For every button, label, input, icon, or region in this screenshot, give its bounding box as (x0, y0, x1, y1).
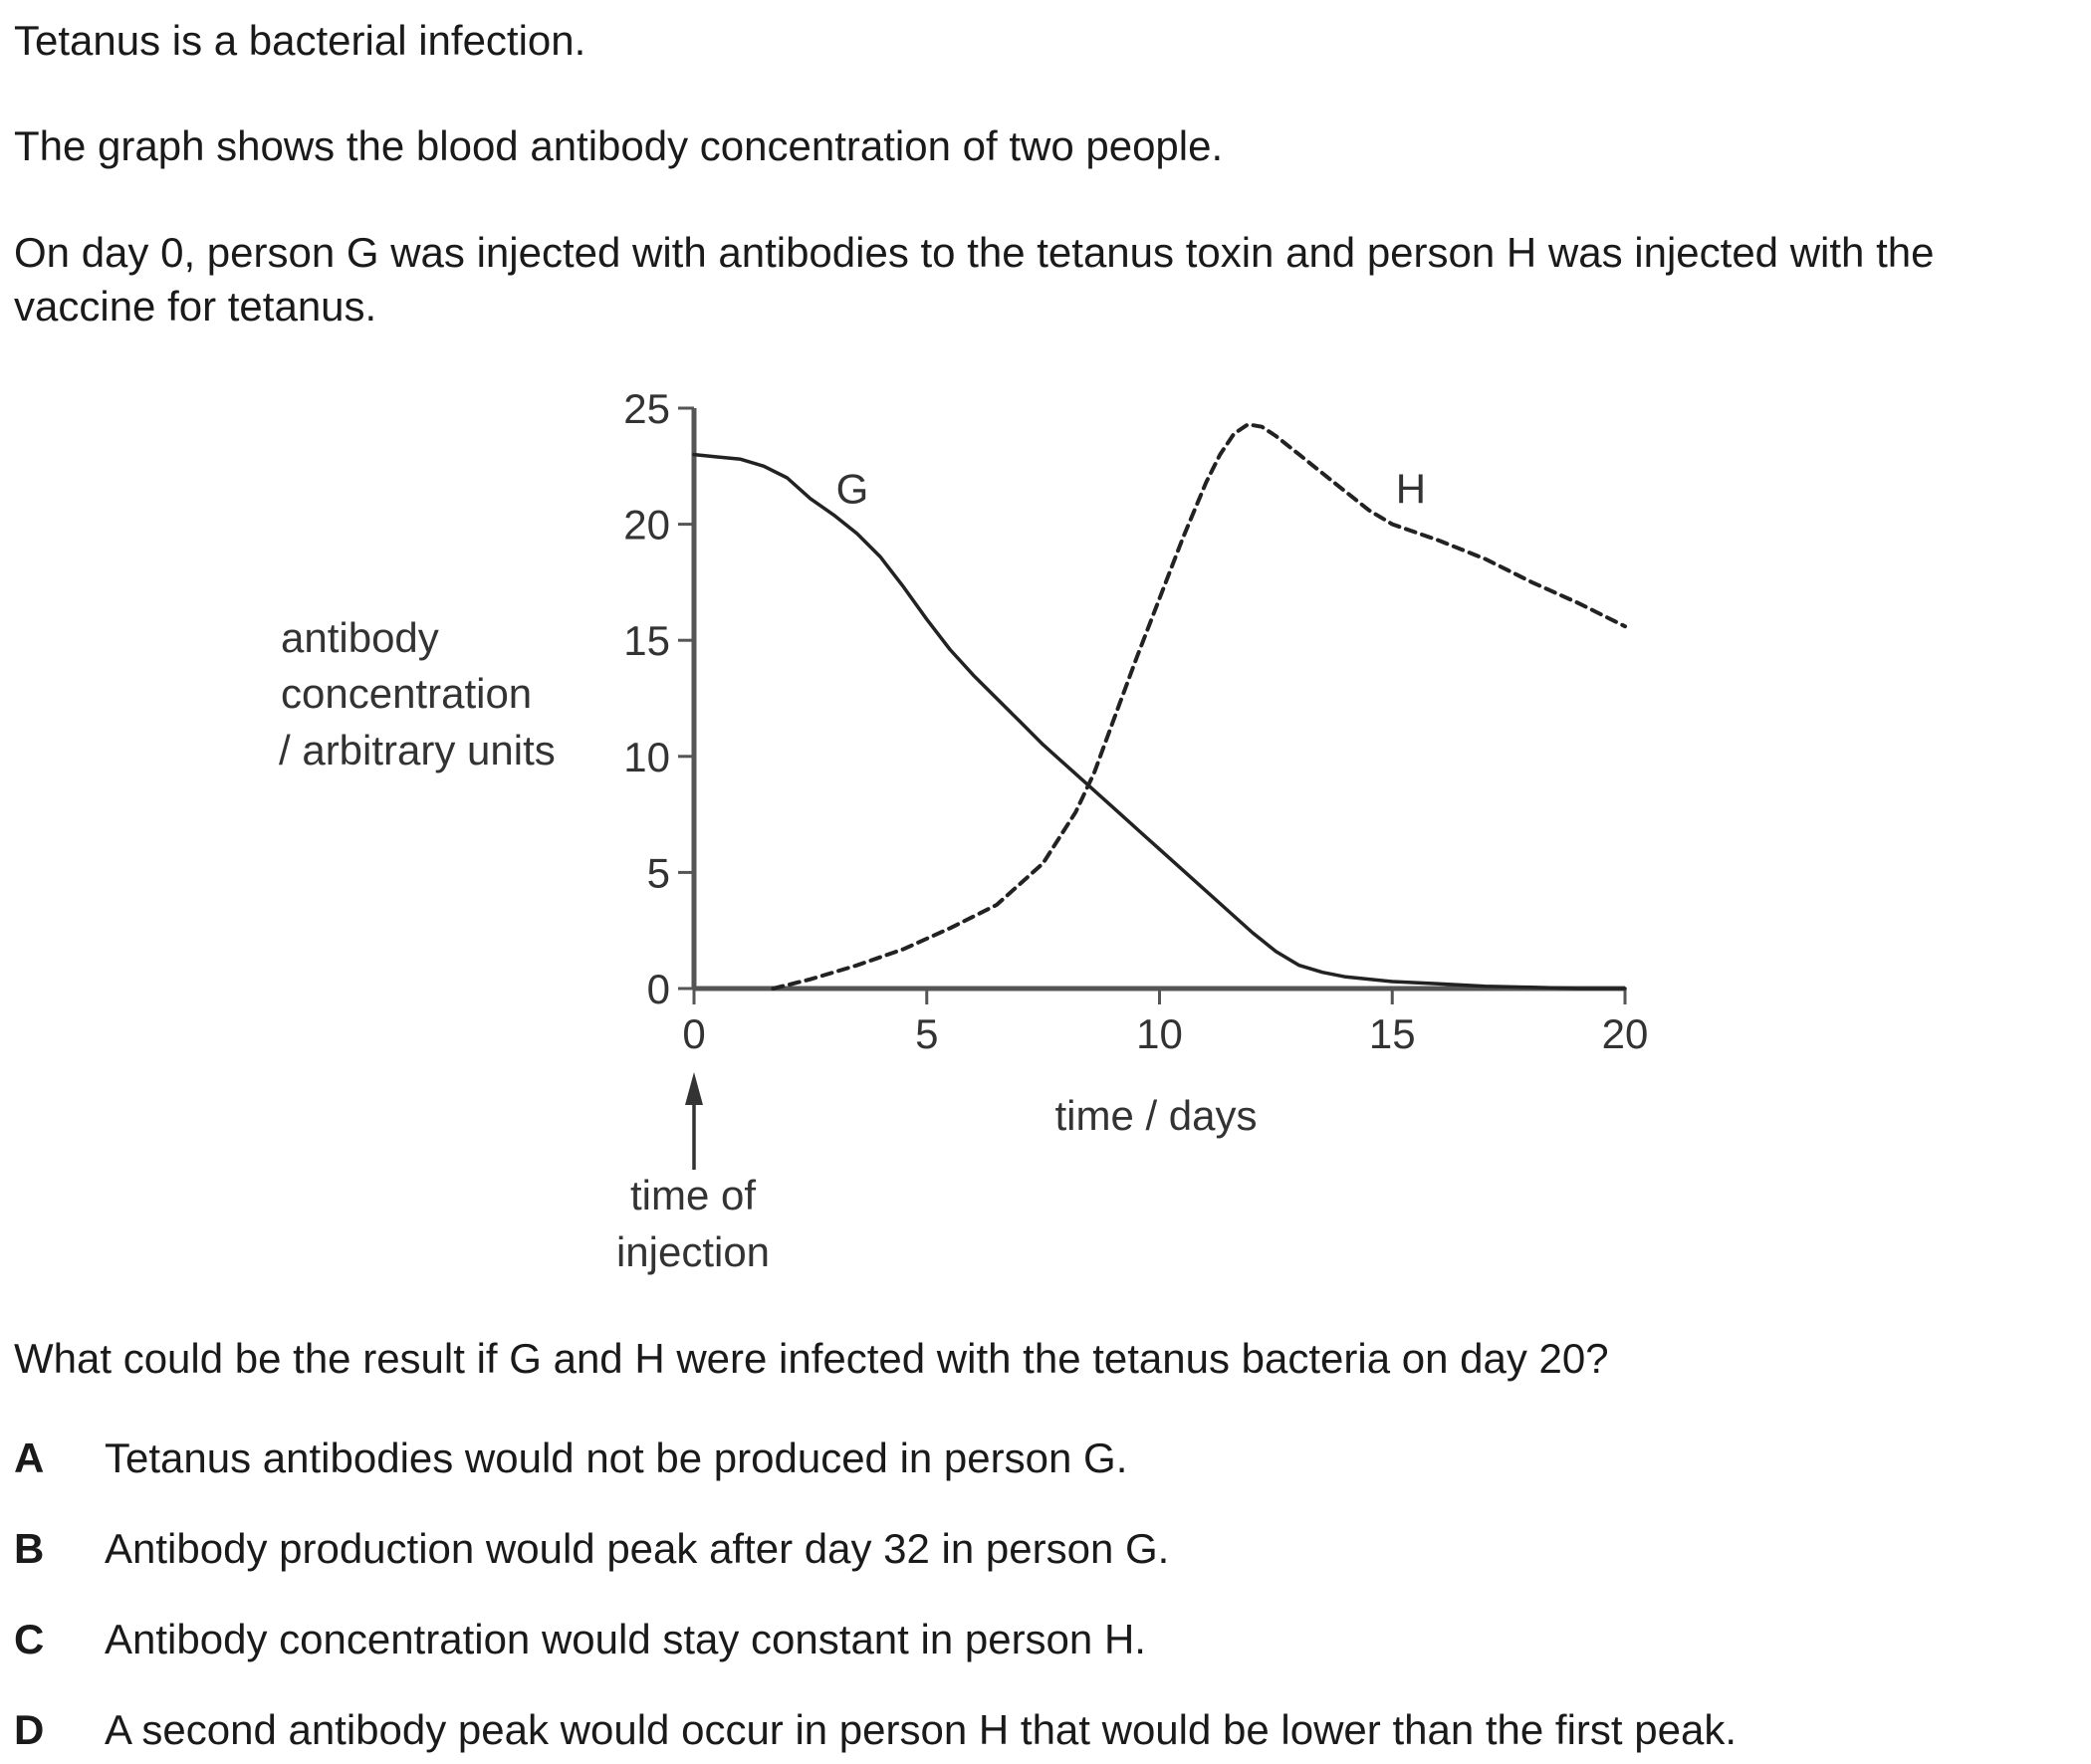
intro-text-3: On day 0, person G was injected with ant… (14, 229, 1935, 330)
annotation-label-line-1: time of (630, 1172, 756, 1218)
series-h-label: H (1396, 466, 1426, 513)
y-axis-label-line-2: concentration (281, 670, 532, 717)
y-tick-label: 25 (623, 385, 670, 432)
annotation-arrow-head-icon (685, 1072, 703, 1105)
series-g-label: G (836, 466, 869, 513)
y-tick-label: 0 (647, 966, 670, 1012)
option-c-letter: C (14, 1616, 45, 1662)
x-tick-label: 5 (915, 1010, 938, 1057)
x-axis-label: time / days (1054, 1092, 1257, 1139)
x-tick-label: 10 (1136, 1010, 1183, 1057)
intro-text-1: Tetanus is a bacterial infection. (14, 17, 586, 64)
y-tick-label: 10 (623, 734, 670, 780)
x-tick-label: 20 (1602, 1010, 1649, 1057)
option-d-letter: D (14, 1706, 45, 1753)
option-a-text: Tetanus antibodies would not be produced… (105, 1434, 1128, 1481)
x-tick-label: 0 (682, 1010, 705, 1057)
x-tick-label: 15 (1369, 1010, 1416, 1057)
series-h-line (771, 422, 1627, 991)
question-text: What could be the result if G and H were… (14, 1335, 1609, 1382)
option-b-text: Antibody production would peak after day… (105, 1525, 1170, 1572)
option-d-text: A second antibody peak would occur in pe… (105, 1706, 1737, 1753)
option-c-text: Antibody concentration would stay consta… (105, 1616, 1146, 1662)
annotation-label-line-2: injection (616, 1228, 770, 1275)
option-b-letter: B (14, 1525, 45, 1572)
option-a-letter: A (14, 1434, 45, 1481)
y-tick-label: 5 (647, 849, 670, 896)
intro-text-2: The graph shows the blood antibody conce… (14, 122, 1224, 169)
y-axis-label-line-3: / arbitrary units (279, 727, 556, 773)
y-axis-label-line-1: antibody (281, 614, 439, 661)
y-tick-label: 20 (623, 502, 670, 549)
antibody-chart: antibody concentration / arbitrary units… (279, 385, 1649, 1275)
y-tick-label: 15 (623, 617, 670, 664)
series-g-line (692, 452, 1627, 991)
